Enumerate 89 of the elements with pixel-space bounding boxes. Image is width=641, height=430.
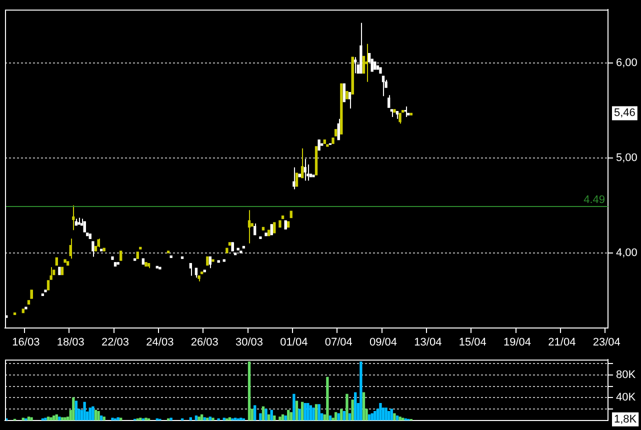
x-tick-label: 19/04 bbox=[504, 336, 532, 349]
x-tick-label: 07/04 bbox=[324, 336, 352, 349]
bar bbox=[58, 416, 61, 420]
candlestick bbox=[354, 56, 357, 74]
candlestick bbox=[362, 56, 366, 74]
bar bbox=[351, 400, 354, 420]
x-tick-label: 15/04 bbox=[458, 336, 486, 349]
bar bbox=[248, 362, 251, 420]
candlestick bbox=[83, 221, 86, 233]
bar bbox=[30, 417, 33, 420]
candlestick bbox=[46, 280, 50, 290]
bar bbox=[354, 392, 357, 420]
candlestick bbox=[92, 241, 94, 258]
candlestick bbox=[365, 43, 368, 82]
y-tick-label: 40K bbox=[616, 392, 636, 404]
bar bbox=[198, 416, 200, 420]
bar bbox=[318, 404, 320, 420]
bar bbox=[306, 403, 310, 420]
bar bbox=[300, 402, 304, 420]
bar bbox=[314, 404, 318, 420]
y-tick-label: 6,00 bbox=[616, 56, 638, 69]
candlestick bbox=[208, 256, 212, 269]
x-tick-label: 09/04 bbox=[370, 336, 398, 349]
x-tick-label: 23/04 bbox=[592, 336, 620, 349]
candlestick bbox=[189, 262, 192, 276]
x-tick-label: 30/03 bbox=[236, 336, 264, 349]
candlestick bbox=[248, 210, 251, 244]
bar bbox=[290, 412, 292, 420]
bar bbox=[298, 408, 301, 420]
x-tick-label: 01/04 bbox=[280, 336, 308, 349]
x-tick-label: 16/03 bbox=[12, 336, 40, 349]
bar bbox=[304, 403, 306, 420]
bar bbox=[393, 413, 396, 420]
x-tick-label: 21/04 bbox=[548, 336, 576, 349]
x-tick-label: 22/03 bbox=[102, 336, 130, 349]
text: 5,46 bbox=[614, 107, 636, 120]
bar bbox=[334, 412, 338, 420]
candlestick bbox=[69, 238, 72, 260]
bar bbox=[312, 408, 315, 420]
bar bbox=[74, 400, 78, 420]
ref-line-label: 4.49 bbox=[584, 194, 605, 206]
bar bbox=[379, 403, 382, 420]
bar bbox=[374, 410, 376, 420]
candlestick bbox=[194, 268, 198, 278]
candlestick bbox=[254, 222, 256, 236]
bar bbox=[88, 408, 92, 420]
bar bbox=[390, 408, 393, 420]
candlestick bbox=[398, 112, 402, 124]
bar bbox=[92, 406, 94, 420]
bar bbox=[398, 416, 402, 420]
bar bbox=[292, 394, 296, 420]
bar bbox=[342, 410, 346, 420]
text: 1,8K bbox=[614, 413, 638, 426]
bar bbox=[50, 417, 52, 420]
bar bbox=[340, 408, 343, 420]
bar bbox=[83, 402, 86, 420]
y-tick-label: 4,00 bbox=[616, 246, 638, 259]
bar bbox=[284, 416, 287, 420]
bar bbox=[384, 408, 388, 420]
candlestick bbox=[50, 266, 52, 280]
x-tick-label: 26/03 bbox=[190, 336, 218, 349]
bar bbox=[97, 410, 100, 420]
x-tick-label: 24/03 bbox=[146, 336, 174, 349]
candlestick bbox=[304, 158, 306, 182]
bar bbox=[360, 362, 362, 420]
bar bbox=[309, 405, 312, 420]
bar bbox=[254, 405, 256, 420]
bar bbox=[259, 413, 262, 420]
bar bbox=[264, 408, 268, 420]
candlestick bbox=[295, 172, 298, 187]
bar bbox=[262, 406, 265, 420]
bar bbox=[64, 417, 66, 420]
y-tick-label: 80K bbox=[616, 368, 636, 381]
candlestick bbox=[318, 139, 320, 151]
candlestick bbox=[388, 94, 390, 108]
bar bbox=[388, 410, 390, 420]
candlestick bbox=[342, 83, 346, 102]
bar bbox=[346, 394, 348, 420]
candlestick bbox=[72, 204, 75, 231]
bar bbox=[326, 376, 329, 420]
bar bbox=[362, 392, 366, 420]
bar bbox=[72, 397, 75, 420]
bar bbox=[116, 417, 120, 420]
bar bbox=[278, 416, 282, 420]
candlestick bbox=[292, 166, 296, 190]
y-tick-label: 5,00 bbox=[616, 152, 638, 164]
x-tick-label: 18/03 bbox=[56, 336, 84, 349]
bar bbox=[295, 400, 298, 420]
x-tick-label: 13/04 bbox=[414, 336, 442, 349]
